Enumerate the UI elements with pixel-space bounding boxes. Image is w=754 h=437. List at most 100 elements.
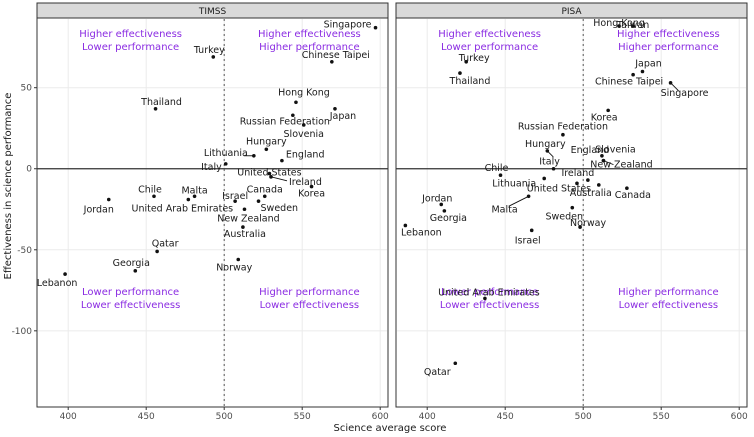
point-label: Qatar	[424, 367, 451, 378]
data-point	[280, 158, 284, 163]
facet-title: PISA	[561, 7, 582, 17]
point-label: Canada	[247, 184, 283, 195]
data-point	[529, 228, 534, 233]
data-point	[256, 199, 261, 203]
data-point	[330, 59, 334, 64]
label-leader-line	[547, 150, 554, 158]
point-label: Georgia	[430, 213, 467, 224]
y-tick-label: 50	[21, 84, 33, 94]
point-turkey: Turkey	[193, 45, 225, 59]
data-point	[464, 59, 469, 64]
data-point	[542, 176, 546, 181]
point-lebanon: Lebanon	[401, 223, 442, 238]
point-canada: Canada	[615, 186, 651, 201]
point-label: Ireland	[289, 177, 322, 188]
point-label: Russian Federation	[240, 116, 330, 127]
point-label: Italy	[539, 157, 560, 168]
point-label: Norway	[216, 263, 252, 274]
label-leader-line	[603, 160, 614, 166]
data-point	[600, 153, 604, 158]
point-label: Qatar	[152, 238, 179, 249]
point-slovenia: Slovenia	[284, 123, 324, 140]
point-label: Malta	[181, 185, 207, 196]
point-label: Israel	[515, 235, 541, 246]
data-point	[606, 108, 610, 113]
point-sweden: Sweden	[256, 199, 298, 214]
point-label: Singapore	[324, 20, 372, 31]
point-label: Hungary	[246, 136, 287, 147]
y-tick-label: 0	[26, 165, 32, 175]
point-israel: Israel	[222, 191, 248, 203]
point-label: Australia	[570, 188, 612, 199]
point-japan: Japan	[329, 106, 356, 122]
data-point	[267, 171, 272, 176]
facet-panels: TIMSS 400 450 500 550 600 -100 -50 0 50 Higher eff…	[12, 2, 748, 422]
y-axis-title: Effectiveness in science performance	[3, 93, 14, 280]
point-label: Australia	[224, 229, 266, 240]
point-lithuania: Lithuania	[492, 176, 546, 189]
point-label: United States	[237, 168, 301, 179]
quadrant-label-bottom-left: Lower performance	[441, 287, 538, 298]
point-label: Lebanon	[37, 278, 78, 289]
point-label: United Arab Emirates	[131, 204, 233, 215]
data-point	[106, 197, 111, 202]
x-tick-label: 600	[372, 412, 389, 422]
panel-pisa: PISA 400 450 500 550 600 Higher effectiveness L…	[395, 2, 748, 422]
point-malta: Malta	[181, 185, 208, 199]
point-jordan: Jordan	[421, 193, 452, 207]
point-new-zealand: New Zealand	[590, 158, 653, 171]
point-jordan: Jordan	[83, 197, 114, 216]
point-label: Japan	[634, 58, 662, 69]
point-label: Norway	[570, 218, 606, 229]
point-label: Singapore	[661, 88, 709, 99]
point-australia: Australia	[570, 183, 612, 199]
data-point	[498, 173, 503, 178]
x-tick-label: 400	[60, 412, 77, 422]
point-chile: Chile	[138, 184, 162, 199]
point-norway: Norway	[216, 257, 253, 274]
data-point	[152, 194, 156, 199]
point-label: Lithuania	[204, 148, 248, 159]
label-leader-line	[670, 82, 679, 92]
point-label: Italy	[201, 162, 222, 173]
point-label: Canada	[615, 190, 651, 201]
point-label: Israel	[222, 191, 248, 202]
point-label: Jordan	[83, 205, 114, 216]
panel-background	[36, 17, 389, 408]
data-point	[242, 207, 247, 212]
point-label: Hungary	[525, 139, 566, 150]
panel-timss: TIMSS 400 450 500 550 600 -100 -50 0 50 Higher eff…	[12, 2, 389, 422]
data-point	[301, 123, 306, 127]
point-label: Korea	[591, 112, 618, 123]
point-label: Taiwan	[616, 20, 649, 31]
point-hong-kong: Hong Kong	[278, 87, 330, 105]
x-tick-label: 400	[419, 412, 436, 422]
point-canada: Canada	[247, 184, 283, 199]
point-united-states: United States	[237, 168, 301, 179]
point-malta: Malta	[491, 194, 531, 215]
data-point	[236, 257, 241, 262]
quadrant-label-bottom-left: Lower performance	[82, 287, 179, 298]
point-label: Sweden	[546, 212, 584, 223]
data-point	[133, 269, 138, 273]
point-label: Lithuania	[492, 178, 536, 189]
point-label: Ireland	[561, 168, 594, 179]
point-label: New Zealand	[217, 213, 279, 224]
point-hong-kong: Hong Kong	[593, 18, 645, 29]
data-point	[155, 249, 159, 254]
label-leader-line	[270, 176, 288, 182]
data-point	[483, 296, 487, 301]
data-point	[294, 100, 298, 105]
point-norway: Norway	[570, 218, 606, 229]
data-point	[597, 183, 601, 187]
point-japan: Japan	[634, 58, 662, 74]
quadrant-label-top-left: Lower performance	[441, 42, 538, 53]
data-point	[403, 223, 408, 228]
x-tick-label: 500	[575, 412, 592, 422]
point-label: United States	[527, 183, 591, 194]
label-leader-line	[508, 195, 529, 207]
quadrant-label-bottom-left: Lower effectiveness	[440, 300, 540, 311]
quadrant-label-top-right: Higher performance	[618, 42, 718, 53]
point-label: Slovenia	[284, 129, 324, 140]
